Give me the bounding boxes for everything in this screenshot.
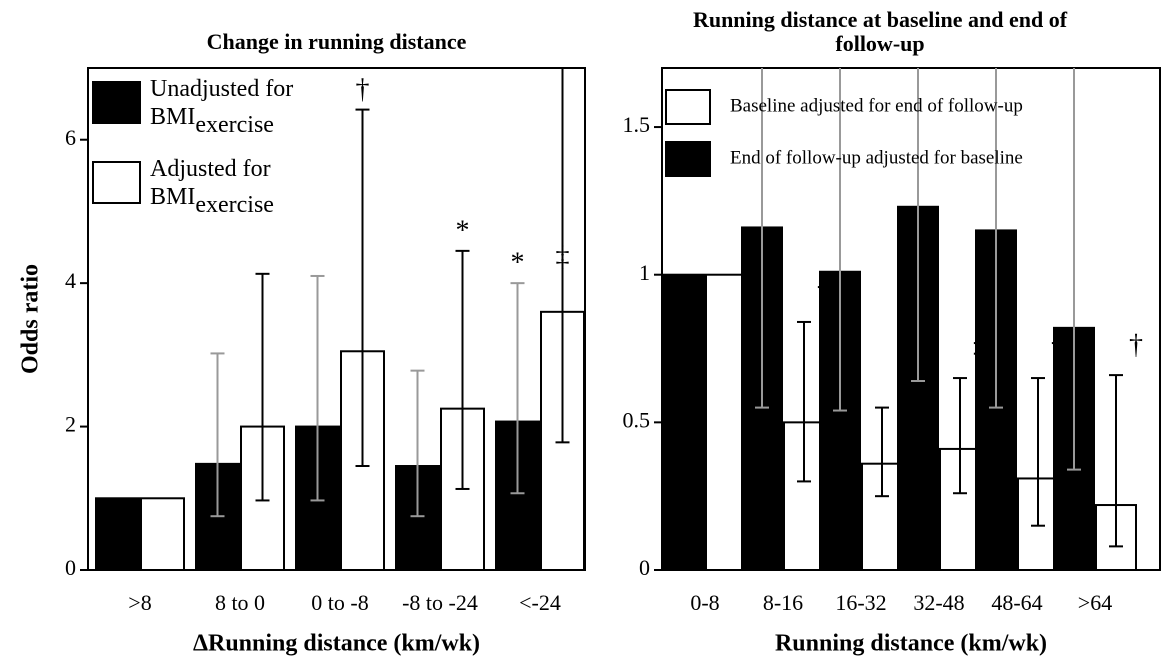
legend-label-part: Unadjusted for: [150, 76, 293, 102]
x-axis-label: Running distance (km/wk): [775, 631, 1047, 657]
x-tick-label: 8-16: [763, 590, 803, 615]
bar: [140, 497, 185, 571]
x-tick-label: 48-64: [991, 590, 1042, 615]
y-tick-label: 0: [65, 555, 76, 580]
legend-label-part: Adjusted for: [150, 156, 271, 182]
y-tick-label: 0: [639, 555, 650, 580]
legend-label: Adjusted for BMIexercise: [150, 156, 274, 218]
legend-label-part: BMI: [150, 184, 195, 210]
legend-label: End of follow-up adjusted for baseline: [730, 147, 1023, 168]
y-tick-label: 1.5: [623, 112, 651, 137]
bar: [663, 273, 705, 571]
y-axis-label: Odds ratio: [18, 264, 44, 374]
y-tick-label: 1: [639, 260, 650, 285]
bar: [95, 497, 140, 571]
chart-title: Change in running distance: [206, 29, 467, 54]
y-tick-label: 2: [65, 412, 76, 437]
x-tick-label: 0 to -8: [311, 590, 368, 615]
legend-label: Baseline adjusted for end of follow-up: [730, 95, 1023, 116]
significance-marker: †: [356, 74, 370, 105]
legend-label: Unadjusted for BMIexercise: [150, 76, 293, 138]
x-tick-label: 8 to 0: [215, 590, 265, 615]
x-tick-label: 32-48: [913, 590, 964, 615]
x-tick-label: >64: [1078, 590, 1112, 615]
x-tick-label: -8 to -24: [402, 590, 478, 615]
legend-subscript: exercise: [195, 192, 274, 218]
x-axis-label: ΔRunning distance (km/wk): [193, 631, 480, 657]
bar: [705, 273, 747, 571]
x-tick-label: 0-8: [690, 590, 719, 615]
y-tick-label: 6: [65, 125, 76, 150]
x-tick-label: 16-32: [835, 590, 886, 615]
x-tick-label: <-24: [519, 590, 561, 615]
significance-marker: ‡: [556, 241, 570, 272]
legend-swatch: [665, 141, 711, 177]
significance-marker: †: [1129, 330, 1143, 361]
legend-swatch: [92, 81, 141, 124]
legend-swatch: [92, 161, 141, 204]
legend-swatch: [665, 89, 711, 125]
legend-subscript: exercise: [195, 112, 274, 138]
significance-marker: *: [456, 215, 470, 246]
significance-marker: *: [511, 248, 525, 279]
y-tick-label: 4: [65, 268, 76, 293]
legend-label-part: BMI: [150, 104, 195, 130]
y-tick-label: 0.5: [623, 407, 651, 432]
x-tick-label: >8: [128, 590, 151, 615]
chart-title: Running distance at baseline and end of …: [692, 7, 1068, 56]
